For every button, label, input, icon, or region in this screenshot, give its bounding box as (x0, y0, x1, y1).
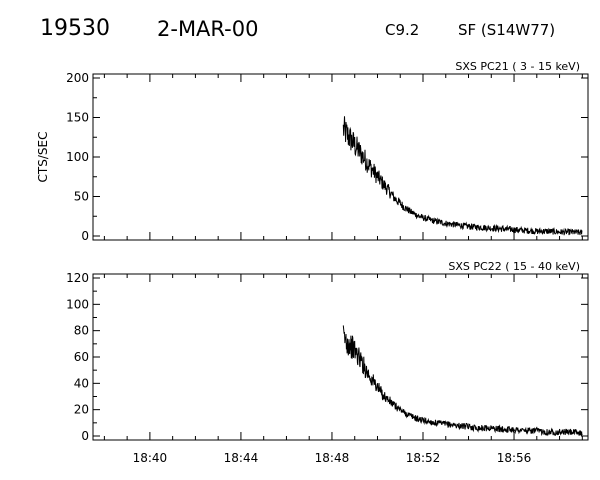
y-tick-label: 150 (66, 111, 89, 125)
event-number: 19530 (40, 16, 110, 41)
x-tick-label: 18:56 (497, 451, 532, 465)
x-tick-label: 18:52 (406, 451, 441, 465)
series-line-2 (342, 325, 583, 437)
y-tick-label: 60 (74, 350, 89, 364)
event-date: 2-MAR-00 (157, 17, 259, 41)
y-axis-label: CTS/SEC (36, 132, 50, 183)
y-tick-label: 200 (66, 71, 89, 85)
y-tick-label: 100 (66, 150, 89, 164)
panel-title-2: SXS PC22 ( 15 - 40 keV) (448, 260, 580, 273)
y-tick-label: 0 (81, 429, 89, 443)
y-tick-label: 100 (66, 297, 89, 311)
series-line-1 (342, 116, 583, 236)
panel-title-1: SXS PC21 ( 3 - 15 keV) (455, 60, 580, 73)
y-tick-label: 50 (74, 190, 89, 204)
flare-class: C9.2 (385, 21, 420, 39)
y-tick-label: 20 (74, 403, 89, 417)
plot-frame-2 (92, 273, 589, 441)
y-tick-label: 80 (74, 324, 89, 338)
y-tick-label: 0 (81, 229, 89, 243)
x-tick-label: 18:48 (315, 451, 350, 465)
y-tick-label: 120 (66, 271, 89, 285)
plot-frame-1 (92, 73, 589, 241)
x-tick-label: 18:40 (133, 451, 168, 465)
flare-location: SF (S14W77) (458, 21, 556, 39)
y-tick-label: 40 (74, 376, 89, 390)
x-tick-label: 18:44 (224, 451, 259, 465)
